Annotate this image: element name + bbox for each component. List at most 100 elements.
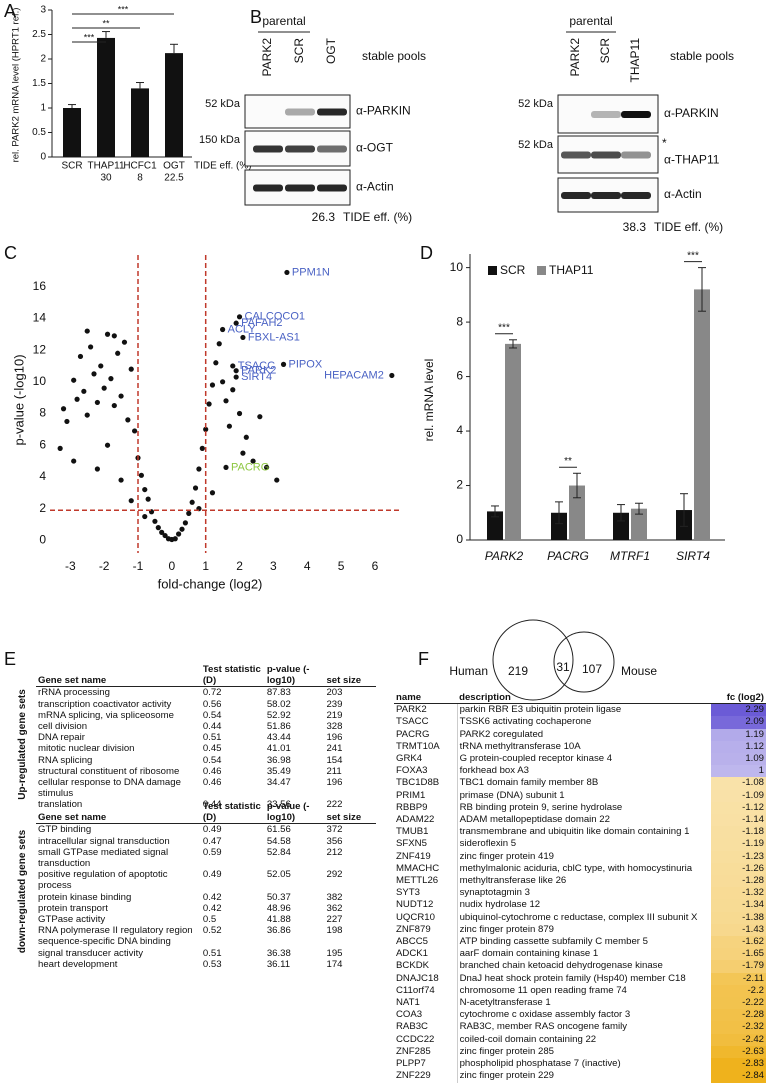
table-row: ADCK1 aarF domain containing kinase 1 -1.6… xyxy=(394,948,766,961)
labeled-point xyxy=(280,361,287,367)
gene-description: PARK2 coregulated xyxy=(459,728,544,740)
gene-name: RAB3C xyxy=(394,1021,458,1034)
header-row: name description fc (log2) xyxy=(394,692,766,705)
point xyxy=(142,486,148,493)
gene-name: PACRG xyxy=(394,728,458,741)
gene-description: zinc finger protein 879 xyxy=(459,923,554,935)
table-row: ZNF879 zinc finger protein 879 -1.43 xyxy=(394,923,766,937)
point xyxy=(206,401,212,407)
band xyxy=(253,145,283,153)
column-header: Gene set name xyxy=(36,664,201,688)
header-row: Gene set name Test statistic (D) p-value (… xyxy=(36,664,376,688)
table-row: ADAM22 ADAM metallopeptidase domain 22 -1.… xyxy=(394,814,766,827)
point-label: FBXL-AS1 xyxy=(248,331,300,343)
gene-description: zinc finger protein 285 xyxy=(459,1045,554,1057)
y-tick-label: 2.5 xyxy=(32,29,46,40)
table-row: BCKDK branched chain ketoacid dehydrogena… xyxy=(394,960,766,973)
gene-name: PRIM1 xyxy=(394,789,458,802)
table-row: PACRG PARK2 coregulated 1.19 xyxy=(394,728,766,741)
gene-name: TMUB1 xyxy=(394,826,458,839)
table-row: heart development 0.53 36.11 174 xyxy=(36,959,376,970)
point xyxy=(209,490,216,496)
table-cell: transcription coactivator activity xyxy=(38,698,172,710)
table-cell: GTPase activity xyxy=(38,914,106,926)
venn-label: Mouse xyxy=(621,664,657,678)
tide-value: 22.5 xyxy=(164,173,184,184)
table-row: PRIM1 primase (DNA) subunit 1 -1.09 xyxy=(394,789,766,802)
fc-cell: -1.14 xyxy=(710,814,766,827)
table-row: UQCR10 ubiquinol-cytochrome c reductase, … xyxy=(394,911,766,924)
table-row: ZNF229 zinc finger protein 229 -2.84 xyxy=(394,1070,766,1083)
table-row: DNAJC18 DnaJ heat shock protein family (H… xyxy=(394,972,766,985)
band xyxy=(621,151,651,159)
table-cell: 372 xyxy=(326,824,343,836)
band xyxy=(621,192,651,199)
lane-label: PARK2 xyxy=(260,38,274,77)
tide-value: 38.3 xyxy=(623,220,647,234)
table-cell: cell division xyxy=(38,721,88,733)
table-cell: 41.88 xyxy=(266,914,291,926)
table-row: mRNA splicing, via spliceosome 0.54 52.92 2… xyxy=(36,710,376,721)
point xyxy=(71,377,77,383)
significance-label: *** xyxy=(84,32,95,42)
fc-cell: -1.34 xyxy=(710,899,766,912)
y-tick-label: 14 xyxy=(33,311,47,325)
gene-description: ubiquinol-cytochrome c reductase, comple… xyxy=(459,911,698,923)
panel-letter: D xyxy=(420,243,433,263)
point-label: PAFAH2 xyxy=(241,317,282,329)
y-tick-label: 8 xyxy=(456,314,463,328)
gene-name: ZNF285 xyxy=(394,1045,458,1059)
fc-cell: -1.19 xyxy=(710,838,766,851)
y-tick-label: 0 xyxy=(40,152,46,163)
table-row: GRK4 G protein-coupled receptor kinase 4 1… xyxy=(394,753,766,766)
x-tick-label: -1 xyxy=(133,559,144,573)
point xyxy=(145,496,151,502)
band xyxy=(561,151,591,159)
y-tick-label: 10 xyxy=(33,374,47,388)
table-row: cell division 0.44 51.86 328 xyxy=(36,721,376,732)
table-cell: GTP binding xyxy=(38,824,92,836)
gene-name: C11orf74 xyxy=(394,984,458,998)
point xyxy=(240,450,246,456)
kda-label: 52 kDa xyxy=(205,98,241,110)
table-row: rRNA processing 0.72 87.83 203 xyxy=(36,687,376,699)
fc-cell: -1.32 xyxy=(710,887,766,900)
y-tick-label: 0 xyxy=(39,532,46,546)
gene-description: N-acetyltransferase 1 xyxy=(459,997,551,1009)
gene-name: TSACC xyxy=(394,716,458,729)
point-label: HEPACAM2 xyxy=(324,369,384,381)
bar xyxy=(487,511,503,540)
point xyxy=(94,399,100,406)
table-cell: 0.56 xyxy=(202,698,222,710)
gene-name: FOXA3 xyxy=(394,765,458,778)
gene-description: branched chain ketoacid dehydrogenase ki… xyxy=(459,960,663,972)
significance-label: ** xyxy=(564,456,572,467)
table-row: cellular response to DNA damage stimulus… xyxy=(36,777,376,799)
bar xyxy=(569,485,585,540)
point xyxy=(74,396,80,402)
venn-label: Human xyxy=(449,664,488,678)
table-cell: 36.11 xyxy=(266,958,291,970)
gene-description: zinc finger protein 229 xyxy=(459,1070,554,1082)
gene-description: cytochrome c oxidase assembly factor 3 xyxy=(459,1009,631,1021)
band xyxy=(285,184,315,192)
table-row: TMUB1 transmembrane and ubiquitin like do… xyxy=(394,826,766,839)
point xyxy=(172,536,178,542)
gene-description: RAB3C, member RAS oncogene family xyxy=(459,1021,628,1033)
table-cell: 50.37 xyxy=(266,891,291,903)
point xyxy=(94,466,100,472)
y-tick-label: 4 xyxy=(456,423,463,437)
gene-description: forkhead box A3 xyxy=(459,765,529,777)
table-row: SYT3 synaptotagmin 3 -1.32 xyxy=(394,887,766,900)
gene-description: coiled-coil domain containing 22 xyxy=(459,1033,597,1045)
tide-value: 30 xyxy=(100,173,112,184)
table-cell: small GTPase mediated signal transductio… xyxy=(38,846,169,870)
gene-description: ATP binding cassette subfamily C member … xyxy=(459,936,648,948)
gene-name: SYT3 xyxy=(394,887,458,900)
gene-name: NAT1 xyxy=(394,997,458,1010)
gene-description: aarF domain containing kinase 1 xyxy=(459,948,599,960)
y-tick-label: 1 xyxy=(40,103,46,114)
fc-cell: -1.38 xyxy=(710,911,766,924)
gene-description: sideroflexin 5 xyxy=(459,838,517,850)
table-cell: 87.83 xyxy=(266,687,291,699)
